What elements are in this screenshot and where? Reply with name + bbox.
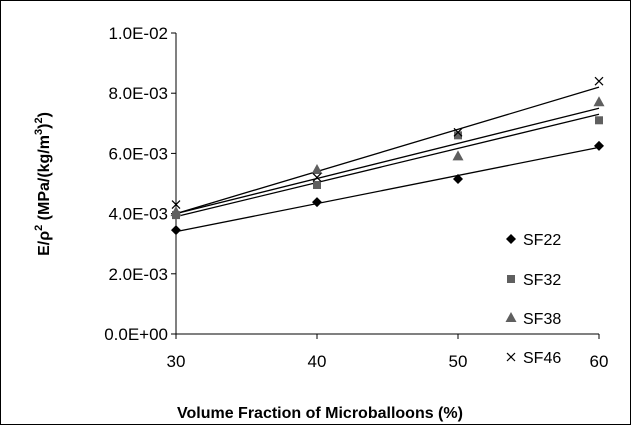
y-axis-title: E/ρ2 (MPa/(kg/m3)2) [33,112,53,256]
legend-marker-sf22 [506,234,516,244]
x-tick-label: 30 [167,352,186,371]
point-sf38 [452,150,464,161]
x-marker-stroke [312,173,322,182]
trendlines [175,86,600,233]
trendline-sf38 [175,107,600,215]
data-points [170,76,605,236]
point-sf38 [170,206,182,217]
legend-label-sf38: SF38 [523,311,561,328]
y-tick-label: 4.0E-03 [108,205,168,224]
x-marker-stroke [506,352,516,362]
x-tick-label: 50 [449,352,468,371]
x-marker-stroke [594,76,604,86]
y-ticks: 0.0E+00 2.0E-03 4.0E-03 6.0E-03 8.0E-03 1.0E-… [104,24,176,344]
legend-marker-sf32 [507,275,515,283]
y-tick-label: 1.0E-02 [108,24,168,43]
legend: SF22 SF32 SF38 SF46 [505,232,561,367]
point-sf46 [594,76,604,86]
x-ticks: 30 40 50 60 [167,334,609,371]
point-sf32 [595,116,603,125]
x-tick-label: 60 [590,352,609,371]
y-tick-label: 2.0E-03 [108,265,168,284]
y-tick-label: 8.0E-03 [108,84,168,103]
x-tick-label: 40 [308,352,327,371]
trendline-sf22 [175,146,600,233]
point-sf22 [453,173,463,184]
trendline-sf46 [175,86,600,215]
point-sf46 [171,200,181,209]
point-sf38 [593,96,605,107]
x-marker-stroke [453,127,463,137]
y-tick-label: 0.0E+00 [104,325,168,344]
point-sf46 [312,173,322,182]
point-sf32 [454,131,462,140]
x-axis-title: Volume Fraction of Microballoons (%) [177,405,463,422]
legend-label-sf32: SF32 [523,272,561,289]
point-sf22 [171,225,181,236]
x-marker-stroke [171,200,181,209]
point-sf32 [313,181,321,190]
legend-label-sf46: SF46 [523,350,561,367]
axes [175,33,599,335]
legend-marker-sf46 [506,352,516,362]
point-sf22 [312,197,322,208]
trendline-sf32 [175,113,600,218]
point-sf38 [311,163,323,174]
legend-label-sf22: SF22 [523,232,561,249]
point-sf46 [453,127,463,137]
legend-marker-sf38 [505,312,517,322]
point-sf22 [594,140,604,151]
y-tick-label: 6.0E-03 [108,144,168,163]
